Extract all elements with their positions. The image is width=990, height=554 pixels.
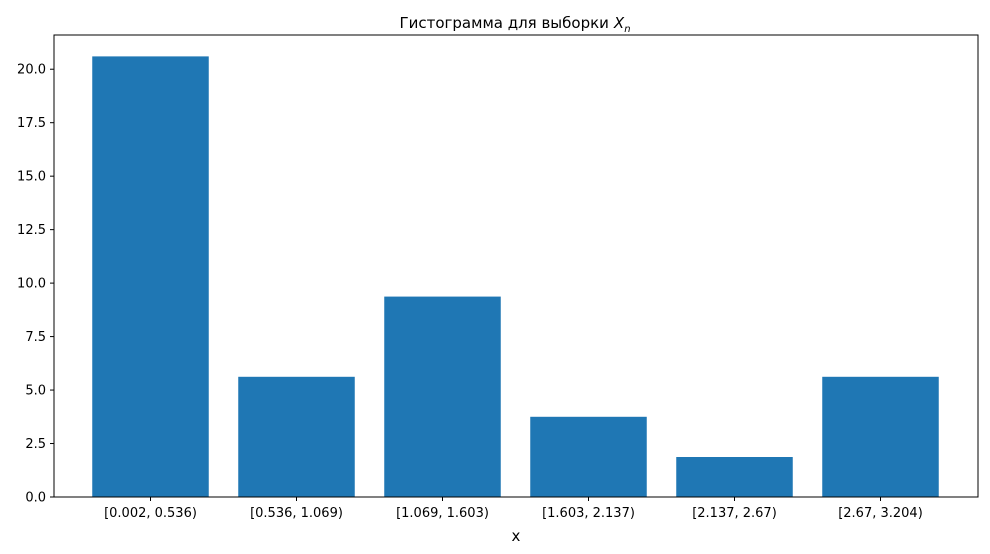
y-tick-label: 0.0 xyxy=(25,491,46,506)
x-tick-label: [1.603, 2.137) xyxy=(542,506,635,521)
y-tick-label: 2.5 xyxy=(25,437,46,452)
bar xyxy=(822,376,939,497)
chart-title-text: Гистограмма для выборки xyxy=(399,14,608,32)
bar xyxy=(384,296,501,497)
x-axis: [0.002, 0.536) [0.536, 1.069) [1.069, 1.60… xyxy=(104,497,923,521)
bars-group xyxy=(92,56,939,498)
x-tick-label: [2.137, 2.67) xyxy=(692,506,777,521)
x-tick-label: [0.002, 0.536) xyxy=(104,506,197,521)
y-tick-label: 17.5 xyxy=(17,116,46,131)
y-tick-label: 10.0 xyxy=(17,277,46,292)
chart-title-subscript: n xyxy=(624,24,630,35)
x-tick-label: [2.67, 3.204) xyxy=(838,506,923,521)
bar xyxy=(530,416,647,497)
y-tick-label: 7.5 xyxy=(25,330,46,345)
bar xyxy=(92,56,209,498)
bar xyxy=(676,457,793,497)
y-tick-label: 5.0 xyxy=(25,384,46,399)
y-axis: 0.0 2.5 5.0 7.5 10.0 12.5 15.0 17.5 20.0 xyxy=(17,63,54,506)
x-axis-label: x xyxy=(512,527,521,545)
y-tick-label: 12.5 xyxy=(17,223,46,238)
bar xyxy=(238,376,355,497)
plot-frame xyxy=(53,34,979,498)
chart-title-symbol: X xyxy=(613,14,625,32)
y-tick-label: 20.0 xyxy=(17,63,46,78)
x-tick-label: [0.536, 1.069) xyxy=(250,506,343,521)
chart-title: Гистограмма для выборки Xn xyxy=(399,14,630,35)
x-tick-label: [1.069, 1.603) xyxy=(396,506,489,521)
y-tick-label: 15.0 xyxy=(17,170,46,185)
